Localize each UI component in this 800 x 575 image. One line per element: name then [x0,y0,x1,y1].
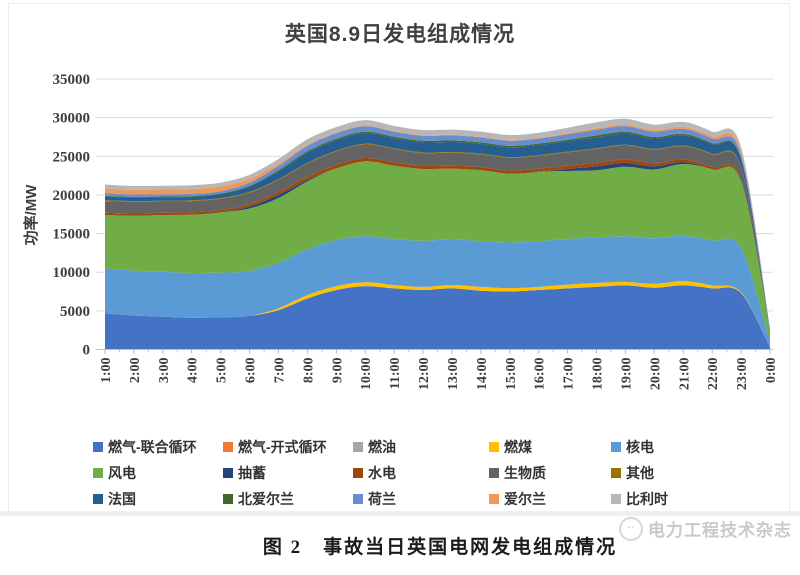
legend-swatch-icon [489,467,499,478]
x-axis-label: 22:00 [706,358,721,391]
figure-bottom-divider [0,511,800,516]
x-axis-label: 11:00 [388,358,403,390]
legend-item-1: 燃气-开式循环 [223,438,353,455]
legend-item-4: 核电 [611,438,741,455]
caption-row: 图 2 事故当日英国电网发电组成情况 [0,532,800,559]
y-axis-label: 20000 [53,188,91,204]
legend-item-3: 燃煤 [489,438,611,455]
legend-label: 生物质 [504,464,546,481]
legend-swatch-icon [489,441,499,452]
x-axis-label: 15:00 [504,358,519,391]
legend-label: 荷兰 [368,490,396,507]
x-axis-label: 0:00 [764,358,779,384]
legend-item-10: 法国 [93,490,223,507]
x-axis-label: 2:00 [128,358,143,384]
x-axis-label: 8:00 [301,358,316,384]
legend-item-9: 其他 [611,464,741,481]
legend-swatch-icon [353,441,363,452]
x-axis-label: 12:00 [417,358,432,391]
x-axis-label: 9:00 [330,358,345,384]
legend-label: 其他 [626,464,654,481]
legend-label: 燃气-联合循环 [108,438,197,455]
plot-areas [105,118,770,350]
legend-item-14: 比利时 [611,490,741,507]
legend-item-0: 燃气-联合循环 [93,438,223,455]
x-axis-label: 14:00 [475,358,490,391]
legend-label: 水电 [368,464,396,481]
x-axis-label: 13:00 [446,358,461,391]
legend-label: 爱尔兰 [504,490,546,507]
legend-swatch-icon [611,493,621,504]
legend-label: 北爱尔兰 [238,490,294,507]
x-axis-label: 10:00 [359,358,374,391]
x-axis-label: 1:00 [99,358,114,384]
y-axis-label: 25000 [53,149,91,165]
legend-item-7: 水电 [353,464,489,481]
legend-item-2: 燃油 [353,438,489,455]
x-axis-label: 21:00 [677,358,692,391]
chart-legend: 燃气-联合循环 燃气-开式循环 燃油 燃煤 核电风电 抽蓄 水电 生物质 其他法国 北爱尔兰 荷兰 爱… [93,438,741,507]
legend-label: 法国 [108,490,136,507]
x-axis-label: 7:00 [273,358,288,384]
y-axis-label: 0 [83,343,91,359]
figure-caption: 图 2 事故当日英国电网发电组成情况 [262,537,618,558]
y-axis-labels: 0 5000 10000 15000 20000 25000 30000 35000 [53,72,91,359]
legend-swatch-icon [353,467,363,478]
x-axis-label: 16:00 [533,358,548,391]
x-axis-label: 6:00 [244,358,259,384]
x-axis-label: 17:00 [562,358,577,391]
x-axis-label: 20:00 [648,358,663,391]
area-series-5 [105,161,770,341]
y-axis-label: 15000 [53,227,91,243]
x-axis-label: 4:00 [186,358,201,384]
legend-label: 燃煤 [504,438,532,455]
area-series-4 [105,235,770,348]
legend-label: 燃油 [368,438,396,455]
magazine-logo-icon: ·· [619,516,643,541]
legend-swatch-icon [223,441,233,452]
x-axis-labels: 1:00 2:00 3:00 4:00 5:00 6:00 7:00 8:00 9:00 10:0… [99,358,779,391]
x-axis-label: 18:00 [591,358,606,391]
legend-swatch-icon [223,467,233,478]
legend-swatch-icon [223,493,233,504]
legend-swatch-icon [353,493,363,504]
legend-swatch-icon [489,493,499,504]
x-axis-label: 3:00 [157,358,172,384]
y-axis-label: 30000 [53,111,91,127]
legend-label: 比利时 [626,490,668,507]
area-series-8 [105,144,770,331]
area-series-10 [105,133,770,330]
y-axis-label: 10000 [53,265,91,281]
legend-swatch-icon [611,467,621,478]
legend-item-11: 北爱尔兰 [223,490,353,507]
legend-swatch-icon [93,441,103,452]
x-axis-label: 23:00 [735,358,750,391]
legend-swatch-icon [93,493,103,504]
x-axis-label: 5:00 [215,358,230,384]
y-axis-label: 5000 [60,304,90,320]
watermark-text: 电力工程技术杂志 [648,521,792,540]
legend-swatch-icon [611,441,621,452]
x-axis [96,349,773,354]
legend-swatch-icon [93,467,103,478]
legend-label: 核电 [626,438,654,455]
legend-item-5: 风电 [93,464,223,481]
legend-label: 风电 [108,464,136,481]
area-series-0 [105,285,770,350]
legend-label: 燃气-开式循环 [238,438,327,455]
legend-item-6: 抽蓄 [223,464,353,481]
legend-item-13: 爱尔兰 [489,490,611,507]
y-axis-title: 功率/MW [23,184,40,246]
watermark: ·· 电力工程技术杂志 [619,516,792,541]
chart-title: 英国8.9日发电组成情况 [284,23,516,46]
x-axis-label: 19:00 [619,358,634,391]
y-axis-label: 35000 [53,72,91,88]
legend-item-12: 荷兰 [353,490,489,507]
legend-label: 抽蓄 [238,464,266,481]
legend-item-8: 生物质 [489,464,611,481]
